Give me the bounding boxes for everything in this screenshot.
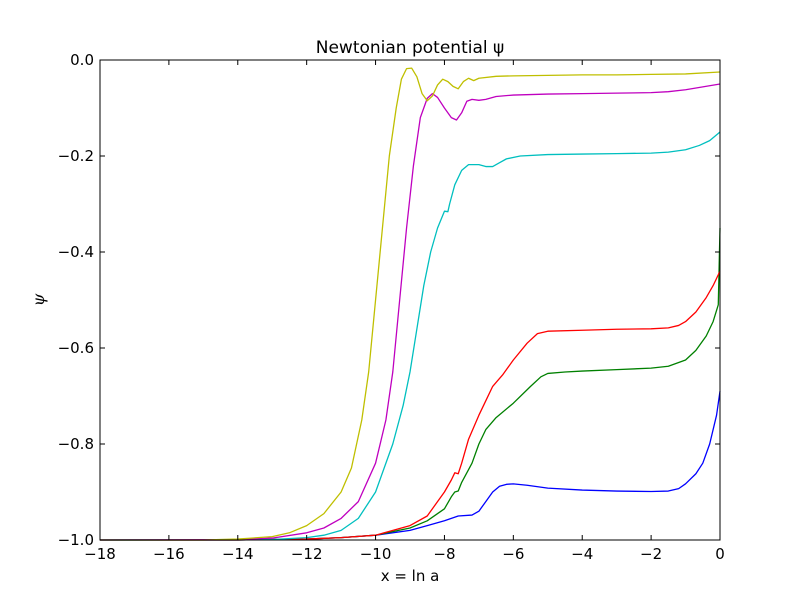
x-tick-label: −10 <box>360 545 392 563</box>
series-line-2 <box>100 227 721 541</box>
x-tick-label: −8 <box>433 545 455 563</box>
series-line-6 <box>100 67 721 541</box>
x-tick-label: −12 <box>291 545 323 563</box>
plot-frame <box>99 59 721 541</box>
x-tick-label: −2 <box>640 545 662 563</box>
y-tick-label: −0.4 <box>58 243 94 261</box>
y-axis-label: ψ <box>29 293 48 306</box>
series-line-3 <box>100 270 721 541</box>
series-line-4 <box>99 131 721 541</box>
tick-layer: −18 −16 −14 −12 −10 −8 −6 −4 −2 0 −1.0 −0.8 −0.6 −0.4… <box>58 51 725 563</box>
y-tick-label: −0.8 <box>58 435 94 453</box>
y-tick-label: −0.6 <box>58 339 94 357</box>
y-tick-label: −1.0 <box>58 531 94 549</box>
series-line-1 <box>100 391 721 541</box>
x-tick-label: −16 <box>153 545 185 563</box>
x-tick-label: −6 <box>502 545 524 563</box>
x-tick-label: 0 <box>715 545 725 563</box>
y-tick-label: −0.2 <box>58 147 94 165</box>
y-tick-label: 0.0 <box>70 51 94 69</box>
x-tick-label: −18 <box>84 545 116 563</box>
series-layer <box>99 67 721 541</box>
chart-title: Newtonian potential ψ <box>316 38 504 58</box>
x-axis-label: x = ln a <box>381 567 440 585</box>
x-tick-label: −4 <box>571 545 593 563</box>
series-line-5 <box>99 83 721 541</box>
x-tick-label: −14 <box>222 545 254 563</box>
